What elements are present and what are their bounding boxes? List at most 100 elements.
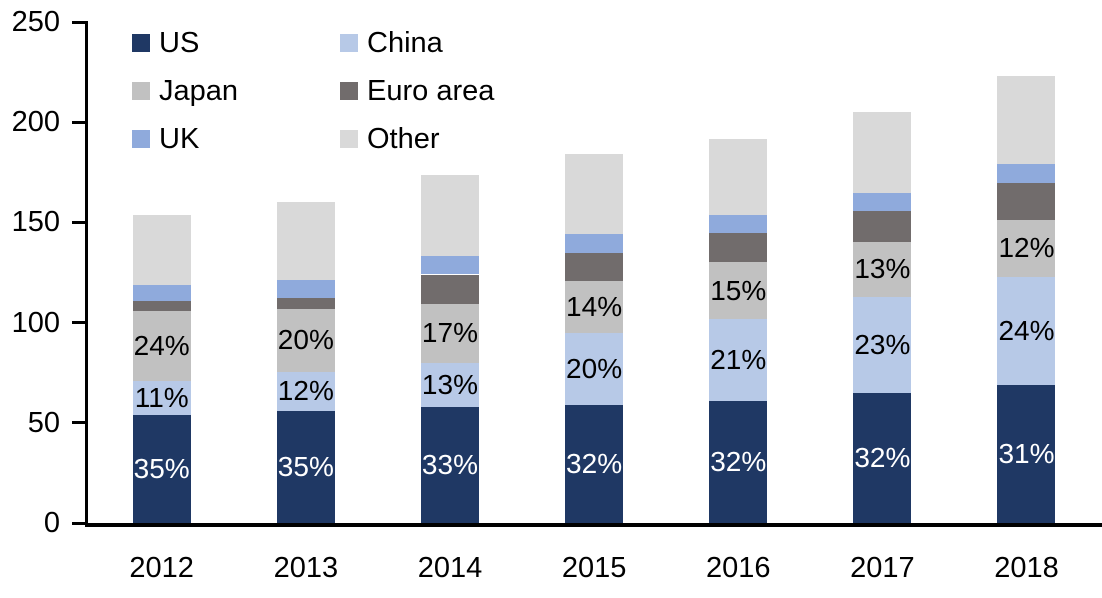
segment-label-japan-2018: 12% xyxy=(998,232,1055,264)
legend: US China Japan Euro area UK Other xyxy=(132,26,495,155)
y-axis-tick-mark xyxy=(71,20,85,24)
y-axis-tick-label: 0 xyxy=(43,507,60,539)
bar-segment-japan-2012: 24% xyxy=(132,310,191,381)
segment-label-japan-2016: 15% xyxy=(710,274,767,306)
y-axis-tick-mark xyxy=(71,120,85,124)
segment-label-japan-2013: 20% xyxy=(277,324,334,356)
x-axis-label-2015: 2015 xyxy=(561,552,627,584)
segment-label-japan-2015: 14% xyxy=(566,290,623,322)
bar-segment-japan-2013: 20% xyxy=(276,308,335,372)
bar-segment-other-2014 xyxy=(420,175,479,257)
bar-segment-other-2018 xyxy=(997,76,1056,165)
y-axis-tick-mark xyxy=(71,421,85,425)
legend-swatch-china xyxy=(340,34,358,52)
segment-label-us-2017: 32% xyxy=(854,441,911,473)
bar-segment-other-2013 xyxy=(276,202,335,280)
segment-label-china-2017: 23% xyxy=(854,328,911,360)
segment-label-japan-2017: 13% xyxy=(854,253,911,285)
x-axis-label-2018: 2018 xyxy=(994,552,1059,584)
segment-label-us-2016: 32% xyxy=(710,445,767,477)
legend-swatch-uk xyxy=(132,130,150,148)
segment-label-japan-2014: 17% xyxy=(421,317,478,349)
bar-segment-us-2018: 31% xyxy=(997,384,1056,523)
bar-segment-other-2012 xyxy=(132,215,191,285)
bar-segment-japan-2015: 14% xyxy=(565,280,624,333)
legend-label-other: Other xyxy=(367,122,440,155)
bar-segment-uk-2018 xyxy=(997,164,1056,184)
bar-segment-us-2016: 32% xyxy=(709,400,768,523)
legend-label-euro-area: Euro area xyxy=(367,74,495,107)
y-axis-tick-label: 150 xyxy=(11,206,60,239)
bar-segment-euro-area-2016 xyxy=(709,233,768,263)
segment-label-china-2014: 13% xyxy=(421,368,478,400)
y-axis-tick-label: 250 xyxy=(11,6,60,38)
y-axis-tick-label: 200 xyxy=(11,106,60,139)
segment-label-china-2016: 21% xyxy=(710,343,767,375)
bar-segment-china-2015: 20% xyxy=(565,332,624,405)
bar-segment-uk-2014 xyxy=(420,256,479,275)
bar-segment-other-2017 xyxy=(853,112,912,194)
bar-segment-us-2012: 35% xyxy=(132,414,191,523)
x-axis-label-2016: 2016 xyxy=(705,552,771,584)
bar-segment-japan-2018: 12% xyxy=(997,220,1056,277)
bar-segment-us-2014: 33% xyxy=(420,406,479,523)
x-axis-line xyxy=(84,523,1102,527)
bar-segment-china-2018: 24% xyxy=(997,276,1056,385)
bar-segment-us-2013: 35% xyxy=(276,410,335,523)
bar-segment-china-2014: 13% xyxy=(420,362,479,407)
legend-swatch-japan xyxy=(132,82,150,100)
segment-label-us-2015: 32% xyxy=(566,447,623,479)
bar-segment-us-2017: 32% xyxy=(853,392,912,523)
legend-item-china: China xyxy=(340,26,494,59)
bar-segment-other-2016 xyxy=(709,139,768,216)
y-axis-line xyxy=(84,20,88,527)
x-axis-label-2013: 2013 xyxy=(273,552,339,584)
legend-label-japan: Japan xyxy=(159,74,239,107)
legend-swatch-us xyxy=(132,34,150,52)
legend-label-china: China xyxy=(367,26,443,59)
bar-segment-uk-2015 xyxy=(565,234,624,254)
bar-segment-euro-area-2012 xyxy=(132,300,191,311)
segment-label-us-2014: 33% xyxy=(421,448,478,480)
segment-label-us-2012: 35% xyxy=(133,452,190,484)
bar-segment-japan-2017: 13% xyxy=(853,242,912,297)
legend-swatch-euro-area xyxy=(340,82,358,100)
x-axis-label-2017: 2017 xyxy=(850,552,915,584)
bar-segment-other-2015 xyxy=(565,154,624,235)
y-axis-tick-mark xyxy=(71,220,85,224)
bar-segment-japan-2016: 15% xyxy=(709,262,768,319)
segment-label-china-2012: 11% xyxy=(134,381,189,413)
legend-label-us: US xyxy=(159,26,200,59)
bar-segment-china-2016: 21% xyxy=(709,318,768,401)
legend-item-euro-area: Euro area xyxy=(340,74,495,107)
y-axis-tick-label: 50 xyxy=(27,406,60,439)
legend-swatch-other xyxy=(340,130,358,148)
bar-segment-euro-area-2013 xyxy=(276,297,335,309)
bar-segment-euro-area-2014 xyxy=(420,274,479,304)
bar-segment-us-2015: 32% xyxy=(565,404,624,523)
segment-label-us-2018: 31% xyxy=(998,437,1055,469)
segment-label-china-2015: 20% xyxy=(566,352,623,384)
x-axis-label-2012: 2012 xyxy=(129,552,194,584)
bar-segment-china-2017: 23% xyxy=(853,296,912,393)
y-axis-tick-label: 100 xyxy=(11,306,60,339)
y-axis-tick-mark xyxy=(71,521,85,525)
segment-label-china-2018: 24% xyxy=(998,314,1055,346)
legend-item-japan: Japan xyxy=(132,74,340,107)
legend-item-us: US xyxy=(132,26,340,59)
bar-segment-uk-2017 xyxy=(853,193,912,212)
bar-segment-euro-area-2018 xyxy=(997,183,1056,221)
bar-segment-uk-2012 xyxy=(132,284,191,301)
bar-segment-uk-2013 xyxy=(276,279,335,298)
legend-label-uk: UK xyxy=(159,122,200,155)
legend-item-other: Other xyxy=(340,122,494,155)
bar-segment-euro-area-2017 xyxy=(853,211,912,243)
segment-label-china-2013: 12% xyxy=(277,375,334,407)
bar-segment-china-2013: 12% xyxy=(276,371,335,411)
bar-segment-japan-2014: 17% xyxy=(420,303,479,363)
x-axis-label-2014: 2014 xyxy=(417,552,483,584)
segment-label-us-2013: 35% xyxy=(277,450,334,482)
y-axis-tick-mark xyxy=(71,321,85,325)
segment-label-japan-2012: 24% xyxy=(133,329,190,361)
